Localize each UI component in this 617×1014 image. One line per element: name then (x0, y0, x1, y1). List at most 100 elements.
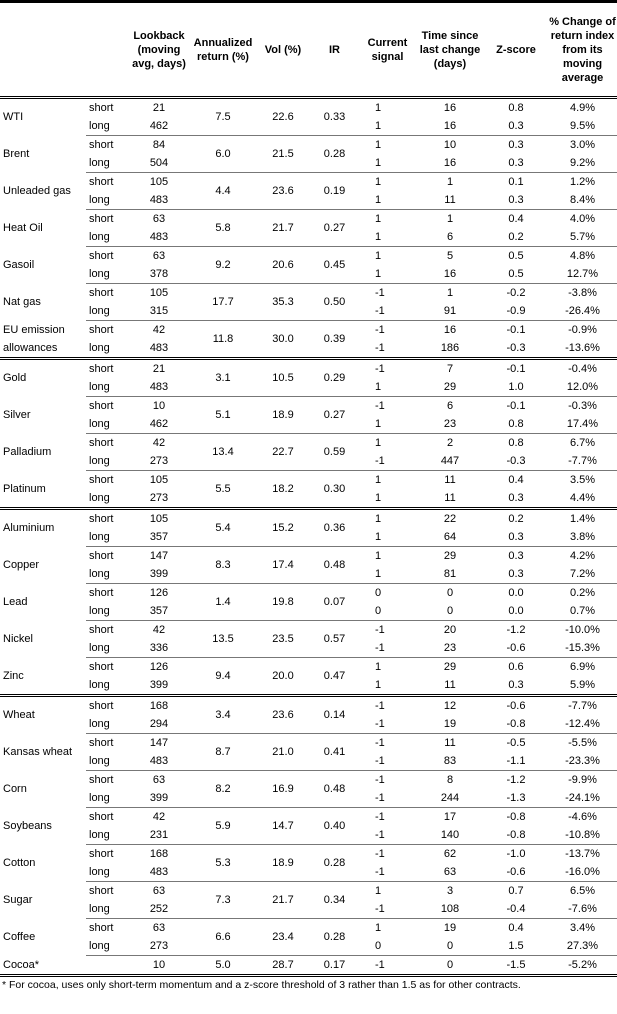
current-signal: -1 (375, 363, 385, 375)
pct-change: 4.8% (569, 250, 596, 262)
table-row: long 315 -1 91 -0.9 -26.4% (0, 302, 617, 321)
z-score: 0.1 (508, 176, 524, 188)
current-signal: -1 (375, 400, 385, 412)
table-row: long 336 -1 23 -0.6 -15.3% (0, 639, 617, 658)
volatility: 22.6 (256, 97, 310, 136)
pct-change: -0.4% (568, 363, 597, 375)
annualized-return: 5.5 (190, 470, 256, 510)
z-score: -0.1 (506, 324, 526, 336)
pct-change: 6.7% (569, 437, 596, 449)
lookback: 357 (128, 528, 190, 547)
z-score: -0.8 (484, 715, 548, 734)
z-score: 0.2 (484, 228, 548, 247)
current-signal: 1 (359, 228, 416, 247)
time-since-change: 16 (443, 324, 457, 336)
information-ratio: 0.39 (310, 320, 359, 360)
pct-change: -23.3% (548, 752, 617, 771)
pct-change: 3.8% (548, 528, 617, 547)
z-score: -1.5 (484, 955, 548, 977)
table-row: Platinum short 105 5.5 18.2 0.30 1 11 0.4 3.5% (0, 470, 617, 510)
current-signal: 1 (359, 378, 416, 397)
volatility: 18.9 (256, 396, 310, 434)
pct-change: 3.5% (569, 474, 596, 486)
pct-change: 4.2% (569, 550, 596, 562)
momentum-signals-table: Lookback (moving avg, days) Annualized r… (0, 0, 617, 977)
pct-change: 0.7% (548, 602, 617, 621)
current-signal: -1 (375, 624, 385, 636)
tenor: short (89, 139, 114, 151)
z-score: 0.3 (484, 565, 548, 584)
information-ratio: 0.40 (310, 807, 359, 845)
lookback: 63 (152, 774, 166, 786)
pct-change: 9.2% (548, 154, 617, 173)
current-signal: -1 (359, 302, 416, 321)
current-signal: -1 (359, 900, 416, 919)
tenor: short (89, 324, 114, 336)
table-row: long 399 1 11 0.3 5.9% (0, 676, 617, 697)
commodity-name: Gasoil (3, 259, 35, 271)
commodity-name: Nickel (3, 633, 33, 645)
current-signal: -1 (359, 955, 416, 977)
annualized-return: 7.5 (190, 97, 256, 136)
pct-change: -4.6% (568, 811, 597, 823)
z-score: -1.2 (506, 774, 526, 786)
time-since-change: 64 (416, 528, 484, 547)
current-signal: 1 (375, 661, 382, 673)
current-signal: 1 (375, 550, 382, 562)
time-since-change: 23 (416, 639, 484, 658)
pct-change: 17.4% (548, 415, 617, 434)
time-since-change: 7 (446, 363, 454, 375)
pct-change: -7.6% (548, 900, 617, 919)
z-score: 0.5 (484, 265, 548, 284)
time-since-change: 22 (443, 513, 457, 525)
table-row: long 462 1 16 0.3 9.5% (0, 117, 617, 136)
information-ratio: 0.28 (310, 844, 359, 882)
table-row: Aluminium short 105 5.4 15.2 0.36 1 22 0.2 1.4% (0, 508, 617, 547)
volatility: 10.5 (256, 358, 310, 397)
tenor: short (89, 513, 114, 525)
time-since-change: 186 (416, 339, 484, 360)
z-score: -0.1 (506, 400, 526, 412)
volatility: 19.8 (256, 583, 310, 621)
volatility: 20.6 (256, 246, 310, 284)
table-row: long 273 1 11 0.3 4.4% (0, 489, 617, 510)
pct-change: -5.2% (548, 955, 617, 977)
current-signal: -1 (359, 452, 416, 471)
tenor: short (89, 737, 114, 749)
lookback: 126 (149, 661, 169, 673)
tenor: short (89, 437, 114, 449)
header-commodity (0, 1, 86, 99)
table-row: Sugar short 63 7.3 21.7 0.34 1 3 0.7 6.5% (0, 881, 617, 919)
pct-change: -13.7% (565, 848, 600, 860)
current-signal: -1 (359, 789, 416, 808)
volatility: 23.6 (256, 695, 310, 734)
time-since-change: 3 (446, 885, 454, 897)
lookback: 273 (128, 937, 190, 956)
volatility: 20.0 (256, 657, 310, 697)
current-signal: 0 (359, 937, 416, 956)
z-score: 0.3 (484, 528, 548, 547)
pct-change: -9.9% (568, 774, 597, 786)
time-since-change: 83 (416, 752, 484, 771)
table-row: Kansas wheat short 147 8.7 21.0 0.41 -1 11 -0.5-… (0, 733, 617, 771)
lookback: 273 (128, 489, 190, 510)
time-since-change: 11 (444, 737, 456, 749)
volatility: 14.7 (256, 807, 310, 845)
time-since-change: 140 (416, 826, 484, 845)
volatility: 22.7 (256, 433, 310, 471)
z-score: -0.3 (484, 339, 548, 360)
lookback: 105 (149, 287, 169, 299)
information-ratio: 0.17 (310, 955, 359, 977)
tenor: long (86, 789, 128, 808)
current-signal: 0 (375, 587, 382, 599)
time-since-change: 63 (416, 863, 484, 882)
annualized-return: 8.2 (190, 770, 256, 808)
tenor: long (86, 415, 128, 434)
z-score: 0.6 (508, 661, 524, 673)
z-score: 0.3 (484, 676, 548, 697)
time-since-change: 447 (416, 452, 484, 471)
lookback: 126 (149, 587, 169, 599)
table-row: long 483 1 29 1.0 12.0% (0, 378, 617, 397)
current-signal: 1 (375, 250, 382, 262)
tenor: long (86, 265, 128, 284)
